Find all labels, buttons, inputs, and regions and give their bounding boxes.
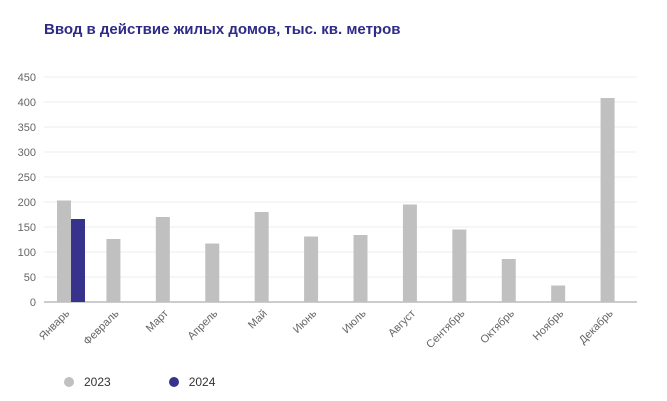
x-tick-label: Июнь [291,307,319,335]
y-tick-label: 200 [18,197,36,209]
x-tick-label: Октябрь [478,307,517,346]
bar-2023-7 [353,235,368,302]
bar-2023-6 [304,236,319,302]
bar-2023-3 [155,217,170,302]
bar-2023-10 [501,259,516,302]
x-tick-label: Сентябрь [424,307,468,351]
x-tick-label: Декабрь [577,307,616,346]
bar-2023-11 [551,285,566,302]
x-tick-label: Апрель [185,307,220,342]
y-tick-label: 300 [18,147,36,159]
chart-title: Ввод в действие жилых домов, тыс. кв. ме… [44,21,401,38]
chart-legend: 2023 2024 [64,375,273,389]
bar-2023-2 [106,239,121,302]
legend-marker-2023 [64,377,74,387]
bar-2023-5 [254,212,269,302]
legend-item-2024[interactable]: 2024 [168,375,216,389]
x-tick-label: Май [246,308,270,332]
y-tick-label: 100 [18,247,36,259]
bar-2023-8 [402,204,417,302]
y-tick-label: 0 [30,297,36,309]
x-tick-label: Август [386,308,418,340]
x-tick-label: Март [144,308,171,335]
y-tick-label: 350 [18,122,36,134]
x-tick-label: Январь [37,307,72,342]
bar-2023-9 [452,229,467,302]
y-tick-label: 150 [18,222,36,234]
x-tick-label: Ноябрь [531,307,567,343]
legend-item-2023[interactable]: 2023 [64,375,111,389]
y-tick-label: 250 [18,172,36,184]
bar-2024-1 [71,219,85,302]
y-tick-label: 400 [18,97,36,109]
legend-marker-2024 [168,377,179,387]
y-tick-label: 450 [18,72,36,84]
y-tick-label: 50 [24,272,36,284]
x-tick-label: Февраль [81,307,121,347]
legend-label-2024: 2024 [188,375,216,389]
bar-2023-4 [205,243,220,302]
x-tick-label: Июль [340,307,369,336]
bar-2023-12 [600,98,615,302]
legend-label-2023: 2023 [84,375,111,389]
bar-2023-1 [57,200,71,302]
